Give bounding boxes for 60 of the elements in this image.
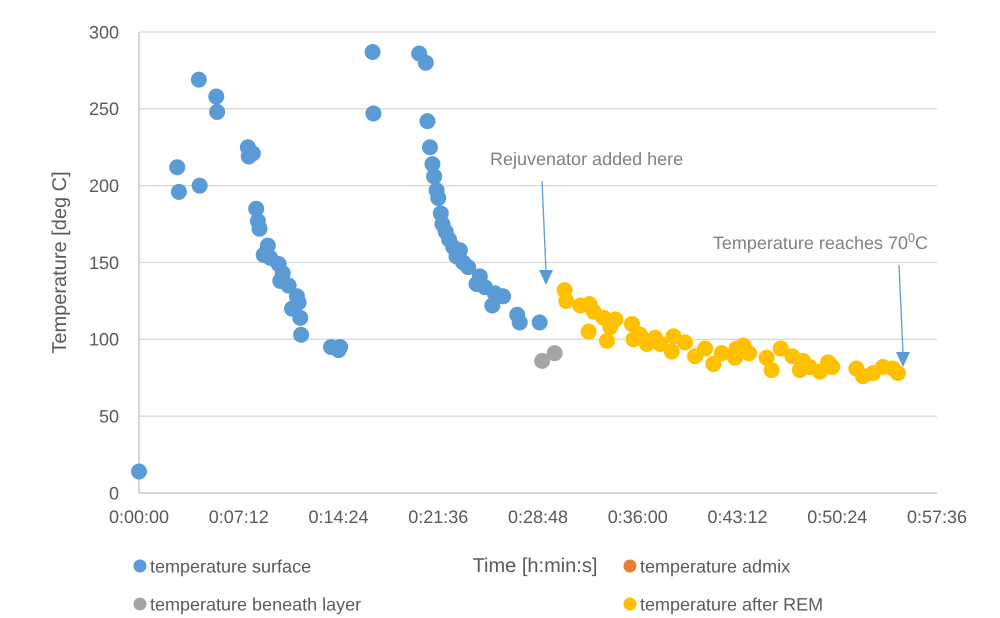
point <box>418 54 434 71</box>
point <box>190 72 207 88</box>
y-tick-label: 300 <box>88 22 119 42</box>
y-tick-label: 250 <box>88 99 119 120</box>
point <box>580 324 597 340</box>
point <box>664 344 680 360</box>
x-tick-label: 0:07:12 <box>208 507 269 527</box>
legend-label: temperature after REM <box>640 594 824 614</box>
x-tick-label: 0:21:36 <box>408 507 468 527</box>
point <box>131 463 147 480</box>
x-tick-label: 0:14:24 <box>308 507 369 527</box>
point <box>890 365 906 382</box>
point <box>624 316 640 332</box>
legend-label: temperature surface <box>150 556 312 576</box>
point <box>208 88 224 105</box>
point <box>426 168 442 184</box>
x-tick-label: 0:50:24 <box>807 507 868 527</box>
x-tick-label: 0:28:48 <box>508 507 568 527</box>
y-tick-label: 200 <box>88 176 119 196</box>
point <box>460 259 476 276</box>
legend-label: temperature beneath layer <box>150 594 362 614</box>
point <box>365 105 382 122</box>
point <box>665 328 682 344</box>
x-tick-label: 0:36:00 <box>608 507 668 527</box>
point <box>764 362 780 378</box>
y-axis-title: Temperature [deg C] <box>49 171 71 354</box>
point <box>422 139 438 156</box>
point <box>534 352 550 369</box>
point <box>292 310 308 326</box>
point <box>741 345 758 362</box>
point <box>652 336 668 352</box>
point <box>209 104 226 120</box>
point <box>598 332 615 349</box>
point <box>532 314 548 330</box>
y-tick-label: 150 <box>88 252 119 273</box>
point <box>280 278 297 294</box>
point <box>293 326 310 343</box>
point <box>192 178 208 194</box>
x-tick-label: 0:43:12 <box>707 507 768 527</box>
point <box>558 292 574 309</box>
point <box>697 340 714 357</box>
x-tick-label: 0:00:00 <box>108 507 170 527</box>
y-tick-label: 0 <box>108 483 119 504</box>
point <box>169 159 186 176</box>
x-tick-label: 0:57:36 <box>906 507 968 527</box>
point <box>677 334 694 350</box>
y-tick-label: 50 <box>98 406 119 426</box>
legend-label: temperature admix <box>640 556 790 576</box>
point <box>772 340 789 357</box>
y-tick-label: 100 <box>88 330 119 350</box>
point <box>170 184 187 200</box>
point <box>714 345 730 362</box>
x-axis-title: Time [h:min:s] <box>472 555 598 577</box>
point <box>419 113 436 130</box>
annotation: Rejuvenator added here <box>490 149 684 169</box>
point <box>546 345 563 362</box>
point <box>758 350 775 366</box>
point <box>364 44 381 60</box>
annotation: Temperature reaches 70$^{0}$C <box>712 231 928 253</box>
point <box>705 356 722 372</box>
